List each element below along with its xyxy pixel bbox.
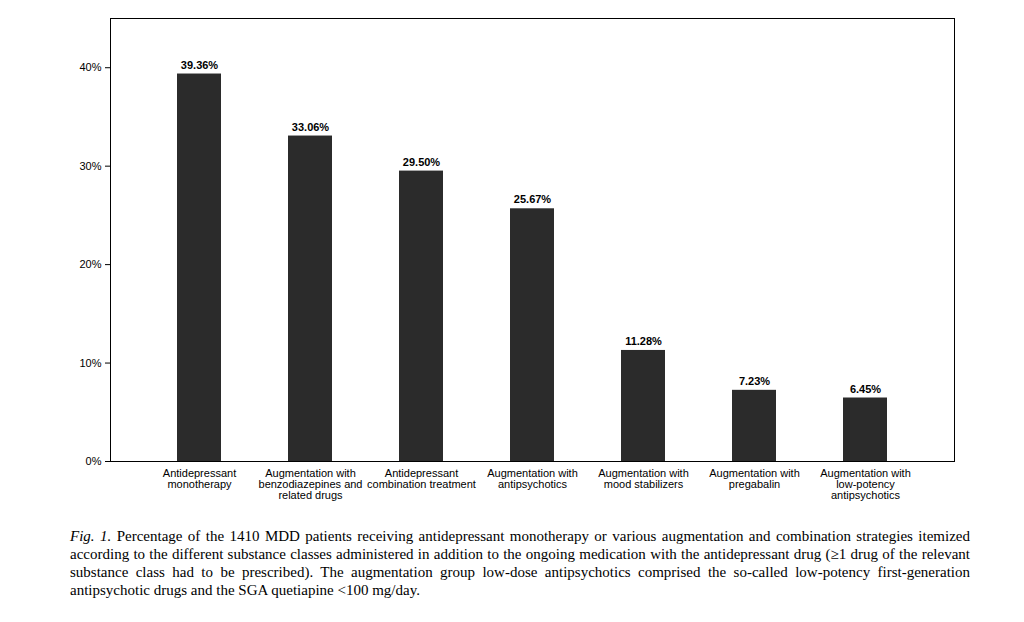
svg-text:Augmentation withbenzodiazepin: Augmentation withbenzodiazepines andrela… <box>259 467 363 501</box>
svg-text:Antidepressantmonotherapy: Antidepressantmonotherapy <box>163 467 236 490</box>
svg-text:7.23%: 7.23% <box>739 375 770 387</box>
svg-text:11.28%: 11.28% <box>625 335 662 347</box>
svg-text:Augmentation withantipsychotic: Augmentation withantipsychotics <box>487 467 578 490</box>
svg-text:6.45%: 6.45% <box>850 383 881 395</box>
svg-text:Augmentation withmood stabiliz: Augmentation withmood stabilizers <box>598 467 689 490</box>
html-text:Fig. 1. Percentage of the 1410: Fig. 1. Percentage of the 1410 MDD patie… <box>70 528 970 598</box>
svg-text:0%: 0% <box>86 455 102 467</box>
svg-text:30%: 30% <box>79 160 101 172</box>
svg-text:29.50%: 29.50% <box>403 156 441 168</box>
svg-text:25.67%: 25.67% <box>514 193 552 205</box>
svg-text:20%: 20% <box>79 258 101 270</box>
svg-text:33.06%: 33.06% <box>292 121 330 133</box>
svg-text:40%: 40% <box>79 61 101 73</box>
svg-text:10%: 10% <box>79 357 101 369</box>
svg-text:Augmentation withlow-potencyan: Augmentation withlow-potencyantipsychoti… <box>820 467 911 501</box>
svg-text:39.36%: 39.36% <box>181 59 219 71</box>
svg-text:Augmentation withpregabalin: Augmentation withpregabalin <box>709 467 800 490</box>
svg-text:Antidepressantcombination trea: Antidepressantcombination treatment <box>367 467 476 490</box>
